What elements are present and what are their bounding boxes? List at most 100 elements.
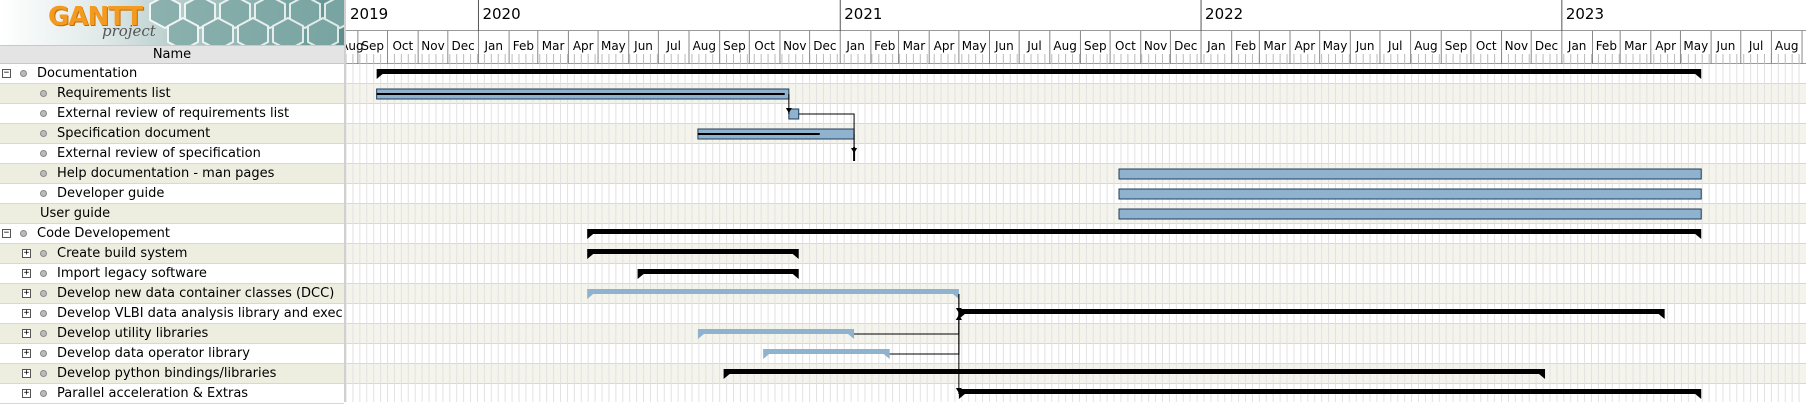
month-label: Feb [874,39,895,53]
task-name[interactable]: Developer guide [57,186,165,201]
summary-bar[interactable] [587,289,959,299]
task-row[interactable]: Developer guide [0,184,344,204]
task-row[interactable]: User guide [0,204,344,224]
month-label: Jan [484,39,504,53]
task-name[interactable]: External review of specification [57,146,261,161]
summary-bar[interactable] [958,389,1702,399]
task-row[interactable]: + Develop VLBI data analysis library and … [0,304,344,324]
task-row[interactable]: + Develop python bindings/libraries [0,364,344,384]
task-name[interactable]: Develop python bindings/libraries [57,366,277,381]
tree-chart-divider[interactable] [344,0,346,402]
year-label: 2021 [844,5,882,23]
summary-bar[interactable] [376,69,1702,79]
chart-row-bg [346,324,1806,344]
chart-row-bg [346,244,1806,264]
timeline-header-bg [346,0,1806,64]
name-column-header[interactable]: Name [0,45,344,64]
month-label: May [962,39,987,53]
month-label: May [1323,39,1348,53]
task-row[interactable]: − Code Developement [0,224,344,244]
month-label: May [1683,39,1708,53]
task-name[interactable]: Specification document [57,126,211,141]
dependency-arrow [955,294,962,394]
expand-icon[interactable]: + [22,388,31,398]
task-bar[interactable] [376,88,790,100]
expand-icon[interactable]: + [22,288,31,298]
task-bar[interactable] [1118,168,1702,180]
year-label: 2022 [1205,5,1243,23]
task-row[interactable]: Specification document [0,124,344,144]
task-bar[interactable] [1118,208,1702,220]
summary-bar[interactable] [637,269,799,279]
task-name[interactable]: Develop new data container classes (DCC) [57,286,335,301]
logo-title: GANTT [48,2,143,32]
task-row[interactable]: Requirements list [0,84,344,104]
month-label: Aug [1053,39,1076,53]
expand-icon[interactable]: + [22,328,31,338]
task-bullet-icon [20,230,27,237]
month-label: Sep [1445,39,1468,53]
chart-row-bg [346,144,1806,164]
logo-hex-pattern [0,0,344,45]
task-bar[interactable] [1118,188,1702,200]
chart-row-bg [346,104,1806,124]
month-label: Sep [361,39,384,53]
year-label: 2023 [1566,5,1604,23]
task-row[interactable]: + Create build system [0,244,344,264]
month-label: Apr [934,39,955,53]
month-label: Jan [1206,39,1226,53]
expand-icon[interactable]: + [22,308,31,318]
task-bullet-icon [40,150,47,157]
task-row[interactable]: External review of specification [0,144,344,164]
expand-icon[interactable]: + [22,268,31,278]
task-row[interactable]: Help documentation - man pages [0,164,344,184]
expand-icon[interactable]: + [22,368,31,378]
summary-bar[interactable] [763,349,890,359]
chart-row-bg [346,284,1806,304]
month-label: Nov [783,39,806,53]
task-name[interactable]: External review of requirements list [57,106,290,121]
expand-icon[interactable]: + [22,248,31,258]
month-label: Oct [1115,39,1136,53]
summary-bar[interactable] [697,329,855,339]
year-label: 2020 [482,5,520,23]
task-row[interactable]: External review of requirements list [0,104,344,124]
logo-subtitle: project [102,22,156,40]
task-name[interactable]: Parallel acceleration & Extras [57,386,249,401]
month-label: Oct [754,39,775,53]
task-name[interactable]: Develop VLBI data analysis library and e… [57,306,344,321]
task-row[interactable]: + Import legacy software [0,264,344,284]
summary-bar[interactable] [723,369,1546,379]
task-row[interactable]: + Develop utility libraries [0,324,344,344]
month-label: Apr [1655,39,1676,53]
task-name[interactable]: Create build system [57,246,188,261]
collapse-icon[interactable]: − [2,228,11,238]
task-row[interactable]: + Develop new data container classes (DCC… [0,284,344,304]
task-row[interactable]: + Parallel acceleration & Extras [0,384,344,404]
month-label: Apr [573,39,594,53]
task-name[interactable]: Code Developement [37,226,170,241]
task-bar[interactable] [697,128,855,140]
task-name[interactable]: Import legacy software [57,266,207,281]
month-label: Dec [813,39,836,53]
task-name[interactable]: Develop utility libraries [57,326,209,341]
collapse-icon[interactable]: − [2,68,11,78]
task-name[interactable]: Develop data operator library [57,346,250,361]
month-label: Nov [1144,39,1167,53]
task-name[interactable]: Documentation [37,66,138,81]
summary-bar[interactable] [587,229,1702,239]
month-label: Oct [1476,39,1497,53]
month-label: Jan [845,39,865,53]
month-label: Jun [994,39,1014,53]
task-row[interactable]: + Develop data operator library [0,344,344,364]
task-name[interactable]: Requirements list [57,86,171,101]
month-label: Sep [723,39,746,53]
task-name[interactable]: User guide [40,206,111,221]
summary-bar[interactable] [587,249,799,259]
month-label: Mar [1263,39,1286,53]
task-name[interactable]: Help documentation - man pages [57,166,275,181]
month-label: Feb [513,39,534,53]
expand-icon[interactable]: + [22,348,31,358]
task-row[interactable]: − Documentation [0,64,344,84]
gantt-chart[interactable]: Sep Oct Nov Dec Jan 2020 Feb Mar Apr May Jun Jul Aug… [346,0,1806,402]
